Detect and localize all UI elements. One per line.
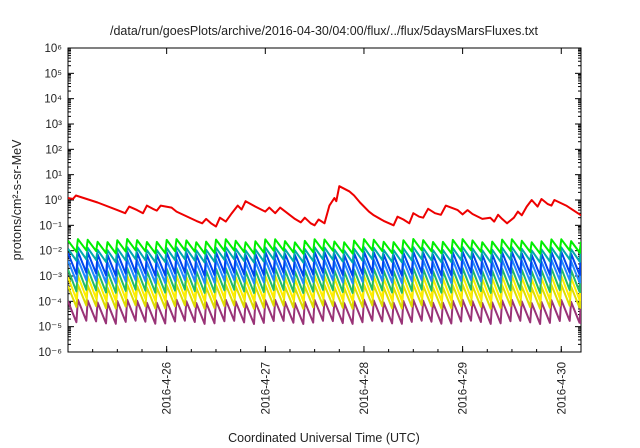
y-tick-label: 10⁻³ [39, 271, 62, 283]
series-line [68, 246, 581, 264]
y-tick-label: 10⁻⁴ [38, 296, 62, 308]
x-tick-label: 2016-4-29 [458, 362, 470, 414]
y-tick-label: 10¹ [45, 170, 62, 182]
series-lines [68, 185, 581, 325]
y-tick-label: 10⁰ [45, 195, 63, 207]
x-tick-label: 2016-4-28 [359, 362, 371, 414]
y-tick-label: 10² [45, 144, 62, 156]
y-axis: 10⁻⁶ 10⁻⁵ 10⁻⁴ 10⁻³ 10⁻² 10⁻¹ 10⁰ 10¹ 10² 10³ 10⁴ 1… [38, 43, 581, 359]
y-axis-label: protons/cm²-s-sr-MeV [10, 139, 24, 261]
chart-title: /data/run/goesPlots/archive/2016-04-30/0… [110, 24, 539, 38]
x-axis-label: Coordinated Universal Time (UTC) [228, 431, 420, 445]
y-tick-label: 10⁴ [44, 94, 62, 106]
y-tick-label: 10⁻⁶ [38, 347, 62, 359]
series-line [68, 250, 581, 277]
y-tick-label: 10⁻¹ [39, 220, 62, 232]
y-tick-label: 10³ [45, 119, 62, 131]
series-line [68, 238, 581, 255]
y-tick-label: 10⁻⁵ [38, 322, 62, 334]
y-tick-label: 10⁶ [44, 43, 62, 55]
y-tick-label: 10⁵ [44, 68, 62, 80]
y-tick-label: 10⁻² [39, 246, 62, 258]
series-line [68, 185, 581, 228]
x-tick-label: 2016-4-26 [162, 362, 174, 414]
series-line [68, 298, 581, 325]
x-tick-label: 2016-4-30 [556, 362, 568, 414]
x-tick-label: 2016-4-27 [260, 362, 272, 414]
x-axis: 2016-4-26 2016-4-27 2016-4-28 2016-4-29 2016… [67, 48, 568, 414]
